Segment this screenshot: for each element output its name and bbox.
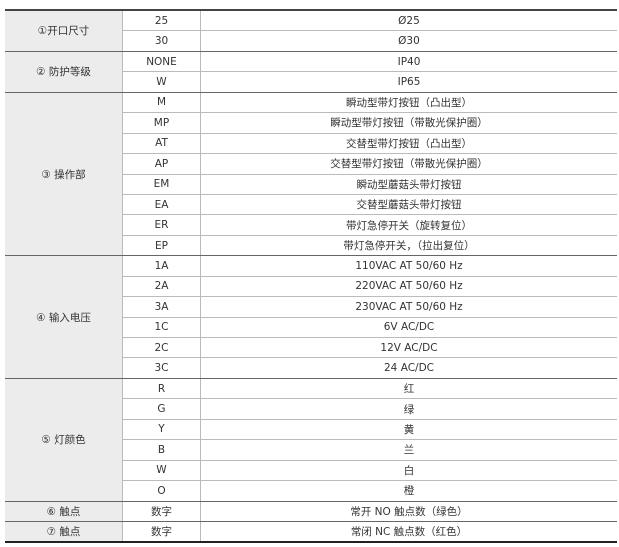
group-label: ② 防护等级 xyxy=(5,51,123,93)
table-row: 1C 6V AC/DC xyxy=(5,317,617,339)
option-code: EA xyxy=(122,194,201,216)
option-description: 12V AC/DC xyxy=(200,337,617,359)
table-row: ③ 操作部 M 瞬动型带灯按钮（凸出型） xyxy=(5,92,617,257)
table-row: 3A 230VAC AT 50/60 Hz xyxy=(5,296,617,318)
option-description: 带灯急停开关，（拉出复位） xyxy=(200,235,617,257)
option-code: 1A xyxy=(122,255,201,277)
option-code: 2C xyxy=(122,337,201,359)
table-row: ER 带灯急停开关（旋转复位） xyxy=(5,214,617,236)
option-description: Ø25 xyxy=(200,9,617,32)
option-description: 常开 NO 触点数（绿色） xyxy=(200,501,617,522)
option-code: G xyxy=(122,398,201,420)
table-row: 3C 24 AC/DC xyxy=(5,357,617,379)
option-code: AP xyxy=(122,153,201,175)
option-description: 兰 xyxy=(200,439,617,461)
option-code: 数字 xyxy=(122,501,201,522)
table-row: ⑥ 触点 数字 常开 NO 触点数（绿色） xyxy=(5,501,617,522)
option-code: 2A xyxy=(122,276,201,298)
option-description: 220VAC AT 50/60 Hz xyxy=(200,276,617,298)
option-code: B xyxy=(122,439,201,461)
option-description: 瞬动型带灯按钮（凸出型） xyxy=(200,92,617,114)
option-description: 绿 xyxy=(200,398,617,420)
option-code: R xyxy=(122,378,201,400)
option-description: IP40 xyxy=(200,51,617,73)
table-row: MP 瞬动型带灯按钮（带散光保护圈） xyxy=(5,112,617,134)
option-code: NONE xyxy=(122,51,201,73)
option-code: ER xyxy=(122,214,201,236)
option-code: 30 xyxy=(122,30,201,52)
table-row: ⑤ 灯颜色 R 红 xyxy=(5,378,617,502)
option-code: W xyxy=(122,71,201,93)
option-description: 交替型带灯按钮（凸出型） xyxy=(200,133,617,155)
option-description: Ø30 xyxy=(200,30,617,52)
option-description: 瞬动型蘑菇头带灯按钮 xyxy=(200,174,617,195)
option-code: W xyxy=(122,460,201,482)
table-row: W IP65 xyxy=(5,71,617,93)
option-description: 白 xyxy=(200,460,617,482)
table-row: EP 带灯急停开关，（拉出复位） xyxy=(5,235,617,257)
option-description: 交替型蘑菇头带灯按钮 xyxy=(200,194,617,216)
option-description: 带灯急停开关（旋转复位） xyxy=(200,214,617,236)
option-description: 瞬动型带灯按钮（带散光保护圈） xyxy=(200,112,617,134)
option-code: O xyxy=(122,480,201,502)
group-label: ①开口尺寸 xyxy=(5,8,123,52)
table-row: AT 交替型带灯按钮（凸出型） xyxy=(5,133,617,155)
group-label: ③ 操作部 xyxy=(5,92,123,257)
option-code: 数字 xyxy=(122,521,201,544)
table-row: 30 Ø30 xyxy=(5,30,617,52)
option-description: 红 xyxy=(200,378,617,400)
table-row: EM 瞬动型蘑菇头带灯按钮 xyxy=(5,174,617,195)
option-code: Y xyxy=(122,419,201,441)
option-code: 3A xyxy=(122,296,201,318)
group-label: ⑤ 灯颜色 xyxy=(5,378,123,502)
group-label: ④ 输入电压 xyxy=(5,255,123,379)
group-label: ⑦ 触点 xyxy=(5,521,123,544)
spec-table: ①开口尺寸 25 Ø25 30 Ø30 ② 防护等级 NONE IP40 W IP65 ③ 操作部 M… xyxy=(5,8,617,544)
option-code: AT xyxy=(122,133,201,155)
option-code: EM xyxy=(122,174,201,195)
option-code: 3C xyxy=(122,357,201,379)
option-description: 110VAC AT 50/60 Hz xyxy=(200,255,617,277)
table-row: 2C 12V AC/DC xyxy=(5,337,617,359)
table-row: ② 防护等级 NONE IP40 xyxy=(5,51,617,93)
group-label: ⑥ 触点 xyxy=(5,501,123,522)
table-row: ①开口尺寸 25 Ø25 xyxy=(5,8,617,52)
option-description: 黄 xyxy=(200,419,617,441)
table-row: EA 交替型蘑菇头带灯按钮 xyxy=(5,194,617,216)
option-description: IP65 xyxy=(200,71,617,93)
option-description: 常闭 NC 触点数（红色） xyxy=(200,521,617,544)
option-description: 6V AC/DC xyxy=(200,317,617,339)
option-description: 橙 xyxy=(200,480,617,502)
table-row: 2A 220VAC AT 50/60 Hz xyxy=(5,276,617,298)
table-row: AP 交替型带灯按钮（带散光保护圈） xyxy=(5,153,617,175)
option-code: MP xyxy=(122,112,201,134)
table-row: ④ 输入电压 1A 110VAC AT 50/60 Hz xyxy=(5,255,617,379)
option-code: 1C xyxy=(122,317,201,339)
option-description: 交替型带灯按钮（带散光保护圈） xyxy=(200,153,617,175)
table-row: ⑦ 触点 数字 常闭 NC 触点数（红色） xyxy=(5,521,617,544)
option-code: EP xyxy=(122,235,201,257)
option-description: 24 AC/DC xyxy=(200,357,617,379)
option-description: 230VAC AT 50/60 Hz xyxy=(200,296,617,318)
option-code: 25 xyxy=(122,9,201,32)
option-code: M xyxy=(122,92,201,114)
